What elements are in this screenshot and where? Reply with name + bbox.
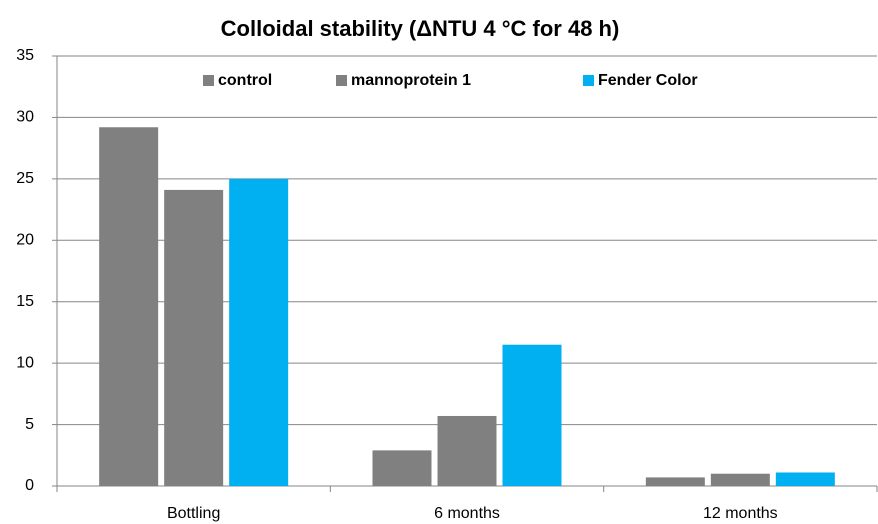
bar <box>164 189 224 486</box>
bar <box>710 473 770 486</box>
x-tick-label: 12 months <box>703 505 778 522</box>
bar <box>502 344 562 486</box>
bar <box>99 127 159 486</box>
legend-swatch <box>203 75 214 86</box>
bar <box>372 450 432 486</box>
x-tick-label: Bottling <box>167 505 220 522</box>
bar <box>229 178 289 486</box>
legend-label: Fender Color <box>598 72 698 89</box>
y-tick-label: 35 <box>16 47 34 64</box>
y-tick-label: 0 <box>25 477 34 494</box>
chart-title: Colloidal stability (ΔNTU 4 °C for 48 h) <box>221 16 620 41</box>
x-tick-label: 6 months <box>434 505 500 522</box>
y-tick-label: 10 <box>16 354 34 371</box>
bar <box>645 477 705 486</box>
legend-swatch <box>583 75 594 86</box>
y-tick-label: 5 <box>25 416 34 433</box>
y-tick-label: 30 <box>16 109 34 126</box>
legend-swatch <box>336 75 347 86</box>
y-tick-label: 15 <box>16 293 34 310</box>
y-tick-label: 25 <box>16 170 34 187</box>
y-tick-label: 20 <box>16 232 34 249</box>
bar <box>437 415 497 486</box>
legend-label: mannoprotein 1 <box>351 72 471 89</box>
legend-label: control <box>218 72 272 89</box>
bar <box>775 472 835 486</box>
